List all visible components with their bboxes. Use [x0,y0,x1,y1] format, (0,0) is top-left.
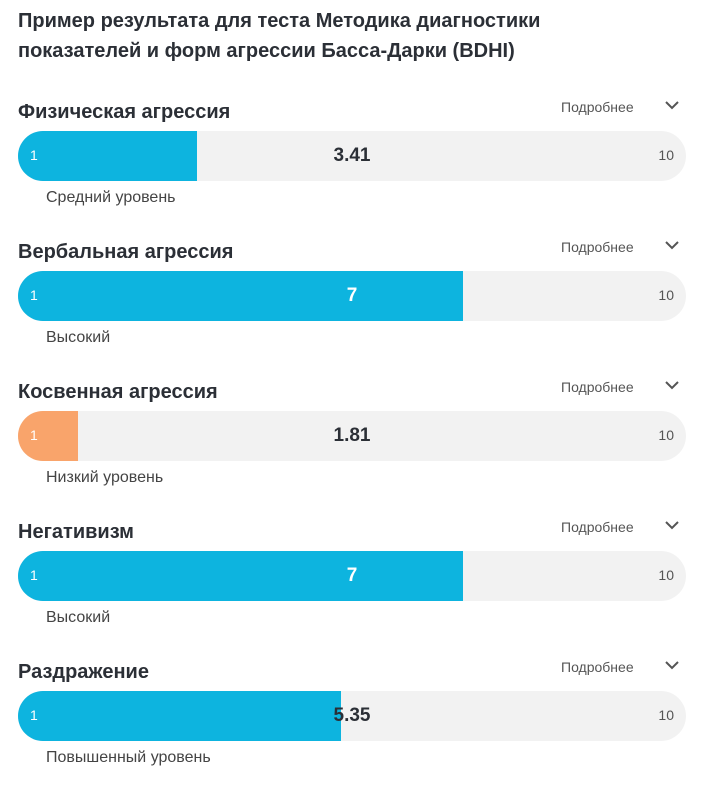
page: Пример результата для теста Методика диа… [0,10,706,766]
progress-fill [18,551,464,601]
max-label: 10 [658,567,674,583]
details-link[interactable]: Подробнее [561,239,634,255]
result-item: Раздражение Подробнее 1 10 5.35 Повышенный ур… [0,659,706,801]
min-label: 1 [30,287,38,303]
progress-track: 1 10 7 [18,551,686,601]
max-label: 10 [658,287,674,303]
level-text: Низкий уровень [46,469,164,486]
progress-track: 1 10 3.41 [18,131,686,181]
value-label: 5.35 [333,705,371,726]
scale-name: Негативизм [18,521,134,543]
value-label: 7 [346,565,358,586]
scale-name: Физическая агрессия [18,101,231,123]
max-label: 10 [658,147,674,163]
details-link[interactable]: Подробнее [561,99,634,115]
chevron-icon[interactable] [664,517,680,538]
chevron-icon[interactable] [664,657,680,678]
progress-fill [18,131,197,181]
details-link[interactable]: Подробнее [561,659,634,675]
min-label: 1 [30,147,38,163]
min-label: 1 [30,567,38,583]
details-link[interactable]: Подробнее [561,379,634,395]
max-label: 10 [658,707,674,723]
progress-track: 1 10 7 [18,271,686,321]
chevron-icon[interactable] [664,97,680,118]
progress-track: 1 10 5.35 [18,691,686,741]
chevron [665,101,679,110]
scale-name: Вербальная агрессия [18,241,234,263]
chevron [665,521,679,530]
chevron-icon[interactable] [664,237,680,258]
level-text: Высокий [46,609,111,626]
progress-fill [18,691,341,741]
level-text: Повышенный уровень [46,749,211,766]
result-item: Физическая агрессия Подробнее 1 10 3.41 Средн… [0,99,706,241]
scale-name: Раздражение [18,661,149,683]
value-label: 7 [346,285,358,306]
progress-fill [18,411,79,461]
chevron [665,661,679,670]
result-item: Вербальная агрессия Подробнее 1 10 7 Высокий [0,239,706,381]
value-label: 1.81 [333,425,371,446]
result-item: Негативизм Подробнее 1 10 7 Высокий [0,519,706,661]
level-text: Средний уровень [46,189,176,206]
min-label: 1 [30,707,38,723]
chevron [665,241,679,250]
scale-name: Косвенная агрессия [18,381,218,403]
result-item: Косвенная агрессия Подробнее 1 10 1.81 Низкий… [0,379,706,521]
progress-track: 1 10 1.81 [18,411,686,461]
max-label: 10 [658,427,674,443]
progress-fill [18,271,464,321]
value-label: 3.41 [333,145,371,166]
min-label: 1 [30,427,38,443]
chevron-icon[interactable] [664,377,680,398]
page-title: Пример результата для теста Методика диа… [18,10,541,62]
details-link[interactable]: Подробнее [561,519,634,535]
level-text: Высокий [46,329,111,346]
chevron [665,381,679,390]
